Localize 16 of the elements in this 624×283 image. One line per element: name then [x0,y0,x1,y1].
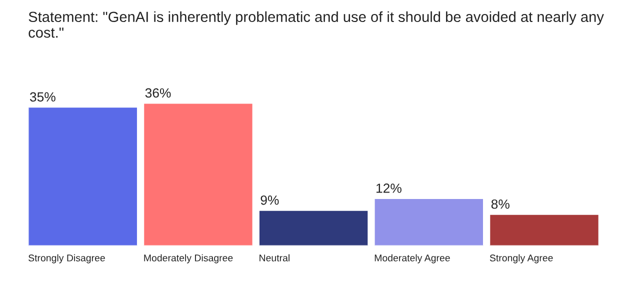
x-tick-label: Strongly Agree [490,254,553,264]
bar [373,198,484,246]
data-label: 12% [376,184,402,193]
x-tick-label: Strongly Disagree [28,254,105,264]
bar [142,103,254,246]
x-tick-label: Moderately Disagree [144,254,233,264]
bar [258,210,370,246]
x-tick-label: Moderately Agree [374,254,450,264]
bar [28,106,138,246]
data-label: 8% [491,199,510,209]
chart-title: Statement: "GenAI is inherently problematic and use of it should be avoided at nearly any cost." [28,11,604,38]
data-label: 9% [260,195,279,205]
bar [488,213,600,246]
x-tick-label: Neutral [260,254,290,262]
data-label: 35% [30,92,56,102]
data-label: 36% [145,88,171,98]
